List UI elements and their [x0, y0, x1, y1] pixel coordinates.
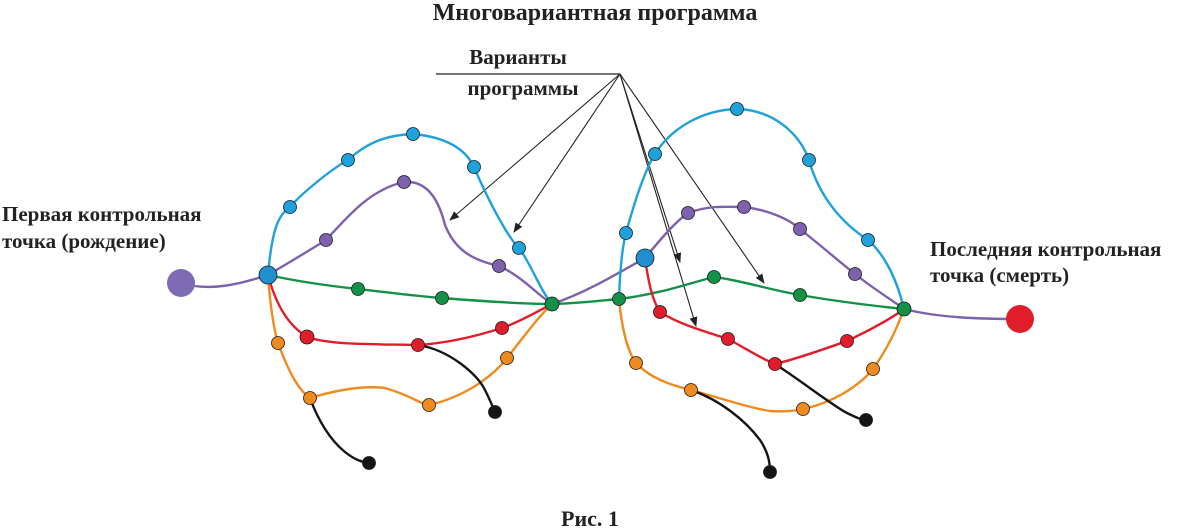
node-red	[840, 334, 854, 348]
node-blue	[619, 226, 633, 240]
node-blue-junction-right	[635, 248, 655, 268]
node-black-end	[859, 413, 873, 427]
arrow-to-green-right	[619, 73, 765, 284]
node-green	[793, 288, 807, 302]
arrow-to-purple-left	[449, 73, 621, 221]
node-blue	[283, 200, 297, 214]
node-black-end	[488, 405, 502, 419]
node-red	[721, 332, 735, 346]
node-blue-junction-left	[258, 265, 278, 285]
nodes	[167, 102, 1034, 479]
node-orange	[796, 402, 810, 416]
node-black-end	[763, 465, 777, 479]
start-node	[167, 269, 195, 297]
black-branch-left-1	[416, 343, 497, 414]
node-blue	[512, 241, 526, 255]
black-branch-left-2	[308, 396, 371, 465]
variants-label-line2: программы	[468, 76, 579, 100]
variants-label-line1: Варианты	[469, 45, 567, 69]
black-branch-right-1	[689, 388, 772, 474]
node-red	[653, 305, 667, 319]
blue-branch-left	[266, 132, 554, 306]
red-branch-right	[643, 256, 906, 366]
node-purple	[848, 267, 862, 281]
node-green	[351, 282, 365, 296]
variant-arrows	[449, 73, 765, 327]
purple-branch-left	[266, 180, 554, 306]
node-purple	[492, 259, 506, 273]
node-green	[612, 292, 626, 306]
node-blue	[341, 153, 355, 167]
figure-caption: Рис. 1	[561, 506, 619, 528]
node-green	[435, 291, 449, 305]
start-label-line2: точка (рождение)	[2, 229, 166, 253]
node-green	[707, 270, 721, 284]
node-black-end	[362, 456, 376, 470]
node-green-junction	[544, 296, 560, 312]
arrow-to-red-right	[619, 73, 698, 327]
node-red	[411, 338, 425, 352]
branches	[179, 107, 1022, 474]
node-orange	[866, 362, 880, 376]
arrow-to-blue-left	[513, 73, 621, 233]
end-label-line2: точка (смерть)	[930, 263, 1069, 287]
node-purple	[681, 206, 695, 220]
node-orange	[629, 356, 643, 370]
node-orange	[271, 336, 285, 350]
node-blue	[406, 127, 420, 141]
node-orange	[684, 383, 698, 397]
end-node	[1006, 305, 1034, 333]
node-purple	[397, 175, 411, 189]
node-purple	[793, 222, 807, 236]
node-blue	[802, 153, 816, 167]
node-blue	[861, 233, 875, 247]
diagram-title: Многовариантная программа	[433, 0, 758, 26]
node-blue	[467, 160, 481, 174]
end-label-line1: Последняя контрольная	[930, 237, 1161, 261]
start-label-line1: Первая контрольная	[2, 202, 202, 226]
node-red	[495, 321, 509, 335]
node-green-junction	[896, 301, 912, 317]
node-red	[768, 357, 782, 371]
node-orange	[303, 391, 317, 405]
node-blue	[648, 147, 662, 161]
node-blue	[730, 102, 744, 116]
purple-connector-middle	[550, 256, 647, 306]
node-orange	[422, 398, 436, 412]
node-red	[299, 329, 315, 345]
node-orange	[500, 351, 514, 365]
node-purple	[319, 233, 333, 247]
node-purple	[737, 200, 751, 214]
